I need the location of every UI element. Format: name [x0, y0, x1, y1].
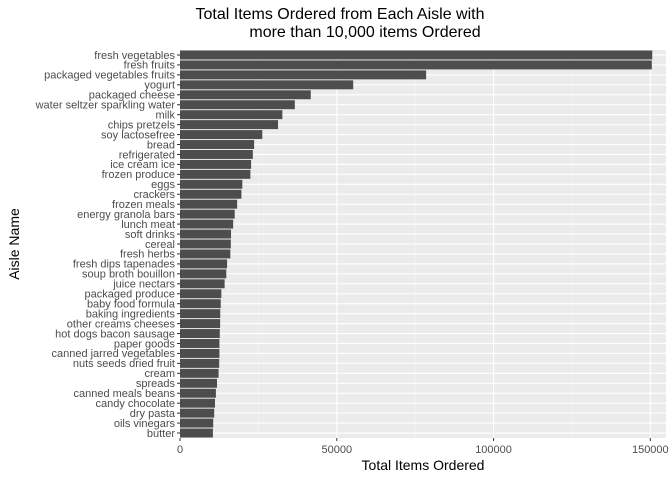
x-tick-label: 100000	[475, 444, 512, 456]
y-tick-label: baking ingredients	[86, 308, 176, 320]
y-tick-label: packaged cheese	[89, 90, 175, 102]
y-tick-label: butter	[147, 428, 175, 440]
y-tick-label: eggs	[151, 179, 175, 191]
bar	[180, 229, 232, 239]
y-tick-label: milk	[155, 109, 175, 121]
bar	[180, 209, 235, 219]
y-tick-label: chips pretzels	[108, 119, 176, 131]
bars	[180, 50, 653, 438]
y-axis-title: Aisle Name	[6, 208, 22, 280]
bar	[180, 378, 217, 388]
bar	[180, 199, 238, 209]
chart-title-line-1: Total Items Ordered from Each Aisle with	[195, 6, 485, 23]
bar	[180, 110, 283, 120]
bar	[180, 299, 221, 309]
chart-title-line-2: more than 10,000 items Ordered	[249, 24, 481, 41]
y-tick-label: fresh fruits	[124, 60, 176, 72]
bar	[180, 289, 222, 299]
y-tick-label: dry pasta	[130, 408, 176, 420]
y-tick-label: other creams cheeses	[67, 318, 176, 330]
bar	[180, 90, 311, 100]
bar	[180, 219, 234, 229]
bar	[180, 388, 216, 398]
bar	[180, 398, 215, 408]
bar	[180, 50, 653, 60]
y-tick-label: ice cream ice	[110, 159, 175, 171]
bar	[180, 348, 220, 358]
y-tick-label: fresh herbs	[120, 249, 176, 261]
y-tick-label: oils vinegars	[114, 418, 176, 430]
y-tick-label: baby food formula	[87, 298, 176, 310]
x-axis-ticks: 0 50000 100000 150000	[177, 438, 669, 456]
y-tick-label: refrigerated	[119, 149, 175, 161]
bar	[180, 70, 427, 80]
bar	[180, 169, 251, 179]
bar	[180, 319, 221, 329]
bar	[180, 179, 243, 189]
bar	[180, 120, 279, 130]
y-tick-label: energy granola bars	[77, 209, 175, 221]
y-tick-label: cereal	[145, 239, 175, 251]
bar	[180, 80, 354, 90]
y-tick-label: soy lactosefree	[101, 129, 175, 141]
bar	[180, 239, 231, 249]
y-tick-label: candy chocolate	[96, 398, 176, 410]
y-tick-label: frozen meals	[112, 199, 175, 211]
bar	[180, 189, 242, 199]
bar	[180, 309, 221, 319]
y-tick-label: paper goods	[114, 338, 176, 350]
x-axis-title: Total Items Ordered	[362, 457, 485, 473]
bar	[180, 249, 231, 259]
x-tick-label: 0	[177, 444, 183, 456]
x-tick-label: 50000	[321, 444, 352, 456]
bar	[180, 358, 220, 368]
y-tick-label: nuts seeds dried fruit	[73, 358, 175, 370]
y-tick-label: frozen produce	[102, 169, 175, 181]
bar	[180, 418, 214, 428]
y-tick-label: soup broth bouillon	[82, 269, 175, 281]
bar	[180, 100, 295, 110]
bar	[180, 269, 227, 279]
y-tick-label: soft drinks	[125, 229, 176, 241]
bar	[180, 408, 215, 418]
y-tick-label: lunch meat	[121, 219, 175, 231]
bar	[180, 368, 219, 378]
bar	[180, 279, 225, 289]
y-tick-label: cream	[144, 368, 175, 380]
bar	[180, 159, 252, 169]
y-tick-label: hot dogs bacon sausage	[55, 328, 175, 340]
y-tick-label: fresh vegetables	[94, 50, 175, 62]
bar	[180, 60, 652, 70]
y-tick-label: spreads	[136, 378, 176, 390]
bar	[180, 149, 253, 159]
y-tick-label: crackers	[133, 189, 175, 201]
y-tick-label: canned jarred vegetables	[51, 348, 175, 360]
bar	[180, 130, 263, 140]
y-tick-label: yogurt	[144, 80, 175, 92]
bar	[180, 140, 255, 149]
bar	[180, 339, 220, 348]
bar	[180, 428, 213, 438]
bar	[180, 329, 220, 339]
bar	[180, 259, 228, 269]
y-tick-label: canned meals beans	[73, 388, 175, 400]
y-tick-label: fresh dips tapenades	[73, 259, 176, 271]
y-tick-label: water seltzer sparkling water	[35, 100, 176, 112]
y-tick-label: bread	[147, 139, 175, 151]
y-tick-label: juice nectars	[112, 279, 175, 291]
y-tick-label: packaged produce	[84, 289, 175, 301]
x-tick-label: 150000	[632, 444, 669, 456]
y-tick-label: packaged vegetables fruits	[44, 70, 175, 82]
